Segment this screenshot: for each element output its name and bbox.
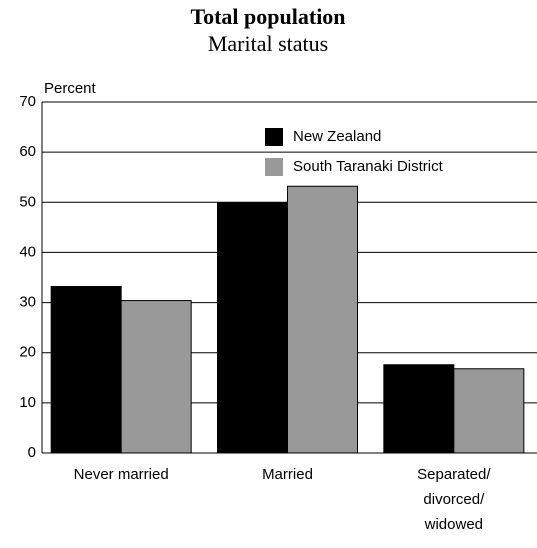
bar [287,185,358,454]
legend-label: South Taranaki District [293,158,444,175]
y-tick-label: 10 [19,394,36,411]
bar [453,368,525,454]
legend-label: New Zealand [293,128,381,145]
bar [50,286,122,454]
y-tick-label: 50 [19,193,36,210]
chart-title: Total population [190,4,345,29]
bar [120,300,192,454]
y-tick-label: 0 [28,444,36,461]
legend-swatch [265,128,283,146]
x-tick-label: Separated/divorced/widowed [417,466,491,533]
chart-subtitle: Marital status [208,31,328,56]
y-tick-label: 40 [19,243,36,260]
legend-swatch [265,158,283,176]
y-axis-label: Percent [44,80,97,97]
y-tick-label: 60 [19,143,36,160]
y-tick-label: 30 [19,294,36,311]
y-tick-label: 70 [19,93,36,110]
bar [383,364,455,454]
bar [217,202,288,454]
y-tick-label: 20 [19,344,36,361]
x-tick-label: Never married [74,466,169,483]
x-tick-label: Married [262,466,313,483]
